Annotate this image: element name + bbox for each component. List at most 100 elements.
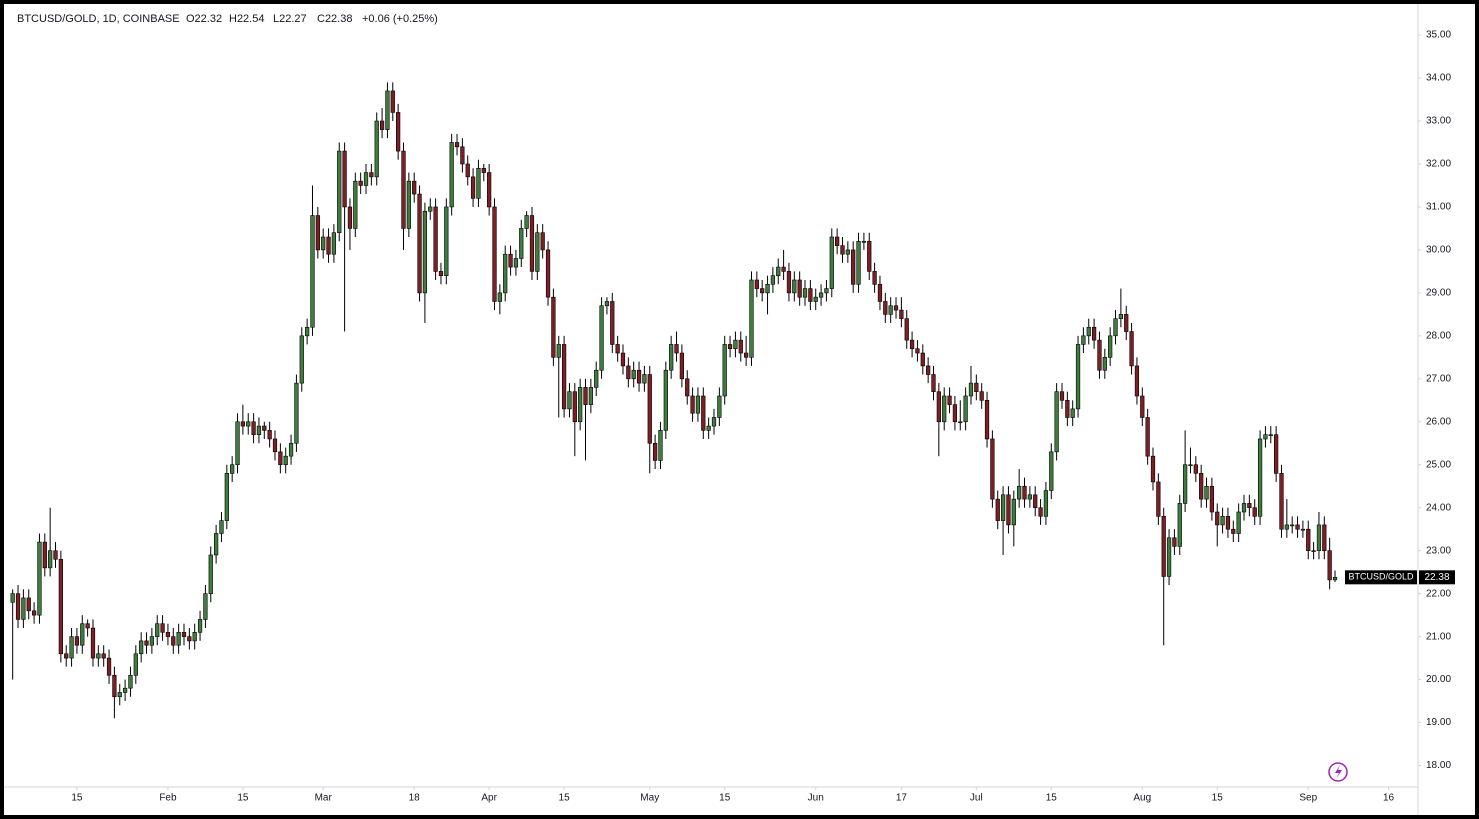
candle-body	[85, 623, 90, 629]
candle-body	[492, 206, 497, 302]
candle-body	[379, 120, 385, 130]
candle-body	[417, 193, 422, 294]
candle-body	[197, 619, 203, 633]
candle-body	[974, 382, 979, 393]
candle-body	[503, 253, 508, 294]
candle-body	[406, 180, 411, 229]
candle-body	[1306, 528, 1311, 551]
candle-body	[160, 623, 165, 633]
candle-body	[915, 348, 920, 354]
candle-body	[744, 352, 749, 358]
candle-body	[797, 279, 802, 298]
candle-body	[374, 120, 379, 178]
candle-body	[1161, 516, 1166, 577]
candle-body	[1236, 511, 1241, 534]
candle-body	[337, 150, 342, 234]
candle-body	[893, 305, 899, 311]
y-tick-label: 26.00	[1426, 416, 1451, 427]
candle-body	[208, 554, 213, 594]
candle-body	[1199, 473, 1204, 500]
candle-body	[187, 636, 192, 642]
candle-body	[508, 253, 513, 268]
x-tick-label: Sep	[1299, 793, 1317, 804]
candle-body	[1279, 473, 1284, 530]
candle-body	[829, 236, 834, 289]
y-tick-label: 32.00	[1426, 159, 1451, 170]
candle-body	[620, 352, 626, 367]
candle-body	[583, 387, 588, 405]
candle-body	[717, 395, 722, 418]
candle-body	[733, 339, 738, 350]
candle-body	[749, 279, 754, 358]
candle-body	[353, 180, 358, 229]
candle-body	[963, 395, 968, 423]
candle-body	[128, 674, 133, 689]
candle-body	[1322, 524, 1327, 551]
candle-body	[1268, 434, 1273, 436]
candle-body	[240, 421, 246, 427]
candle-body	[1274, 434, 1279, 474]
candle-body	[112, 674, 117, 698]
y-tick-label: 25.00	[1426, 459, 1451, 470]
candle-body	[561, 344, 567, 410]
candle-body	[1316, 524, 1322, 551]
candle-body	[995, 498, 1000, 521]
y-tick-label: 34.00	[1426, 73, 1451, 84]
candle-body	[942, 395, 947, 423]
candle-body	[856, 241, 861, 285]
candle-body	[754, 279, 759, 289]
candle-body	[1000, 494, 1006, 521]
candle-body	[1209, 485, 1215, 513]
candle-body	[133, 653, 138, 676]
candle-body	[433, 206, 438, 272]
candle-body	[476, 167, 481, 199]
candle-body	[567, 391, 572, 410]
y-tick-label: 22.00	[1426, 588, 1451, 599]
last-price-name: BTCUSD/GOLD	[1348, 572, 1414, 582]
candle-body	[674, 344, 679, 354]
candle-body	[1011, 498, 1016, 526]
candle-body	[278, 451, 283, 466]
candle-body	[722, 344, 727, 397]
candle-body	[824, 288, 829, 294]
replay-icon[interactable]	[1328, 762, 1348, 782]
candle-body	[74, 636, 80, 646]
candle-body	[283, 455, 288, 466]
candle-body	[80, 623, 85, 646]
candle-body	[454, 142, 460, 148]
candle-body	[1129, 331, 1134, 367]
candle-body	[165, 632, 171, 637]
candle-body	[326, 236, 331, 255]
candle-body	[117, 692, 122, 698]
candle-body	[802, 288, 808, 298]
chart-header: BTCUSD/GOLD, 1D, COINBASE O22.32 H22.54 …	[17, 13, 438, 25]
candle-body	[369, 172, 374, 178]
x-tick-label: Feb	[159, 793, 177, 804]
candle-body	[396, 112, 401, 152]
candle-body	[952, 404, 958, 423]
candle-body	[1124, 314, 1129, 332]
candle-body	[631, 369, 636, 380]
candle-body	[1247, 503, 1252, 509]
candle-body	[1140, 395, 1145, 418]
candle-body	[984, 399, 990, 440]
candle-body	[53, 550, 58, 560]
candle-body	[37, 541, 42, 616]
candle-body	[390, 90, 395, 113]
candle-body	[192, 632, 197, 642]
candle-body	[321, 236, 326, 251]
candle-body	[1086, 326, 1091, 337]
candle-body	[1091, 326, 1097, 341]
candle-body	[636, 369, 642, 384]
candle-body	[288, 442, 294, 457]
x-tick-label: 15	[559, 793, 571, 804]
x-tick-label: Mar	[315, 793, 333, 804]
candle-body	[203, 593, 208, 620]
candle-body	[861, 241, 867, 243]
candle-body	[818, 292, 824, 298]
candle-body	[877, 283, 883, 302]
candle-body	[711, 417, 717, 427]
candle-body	[931, 374, 936, 393]
candle-body	[920, 352, 925, 367]
